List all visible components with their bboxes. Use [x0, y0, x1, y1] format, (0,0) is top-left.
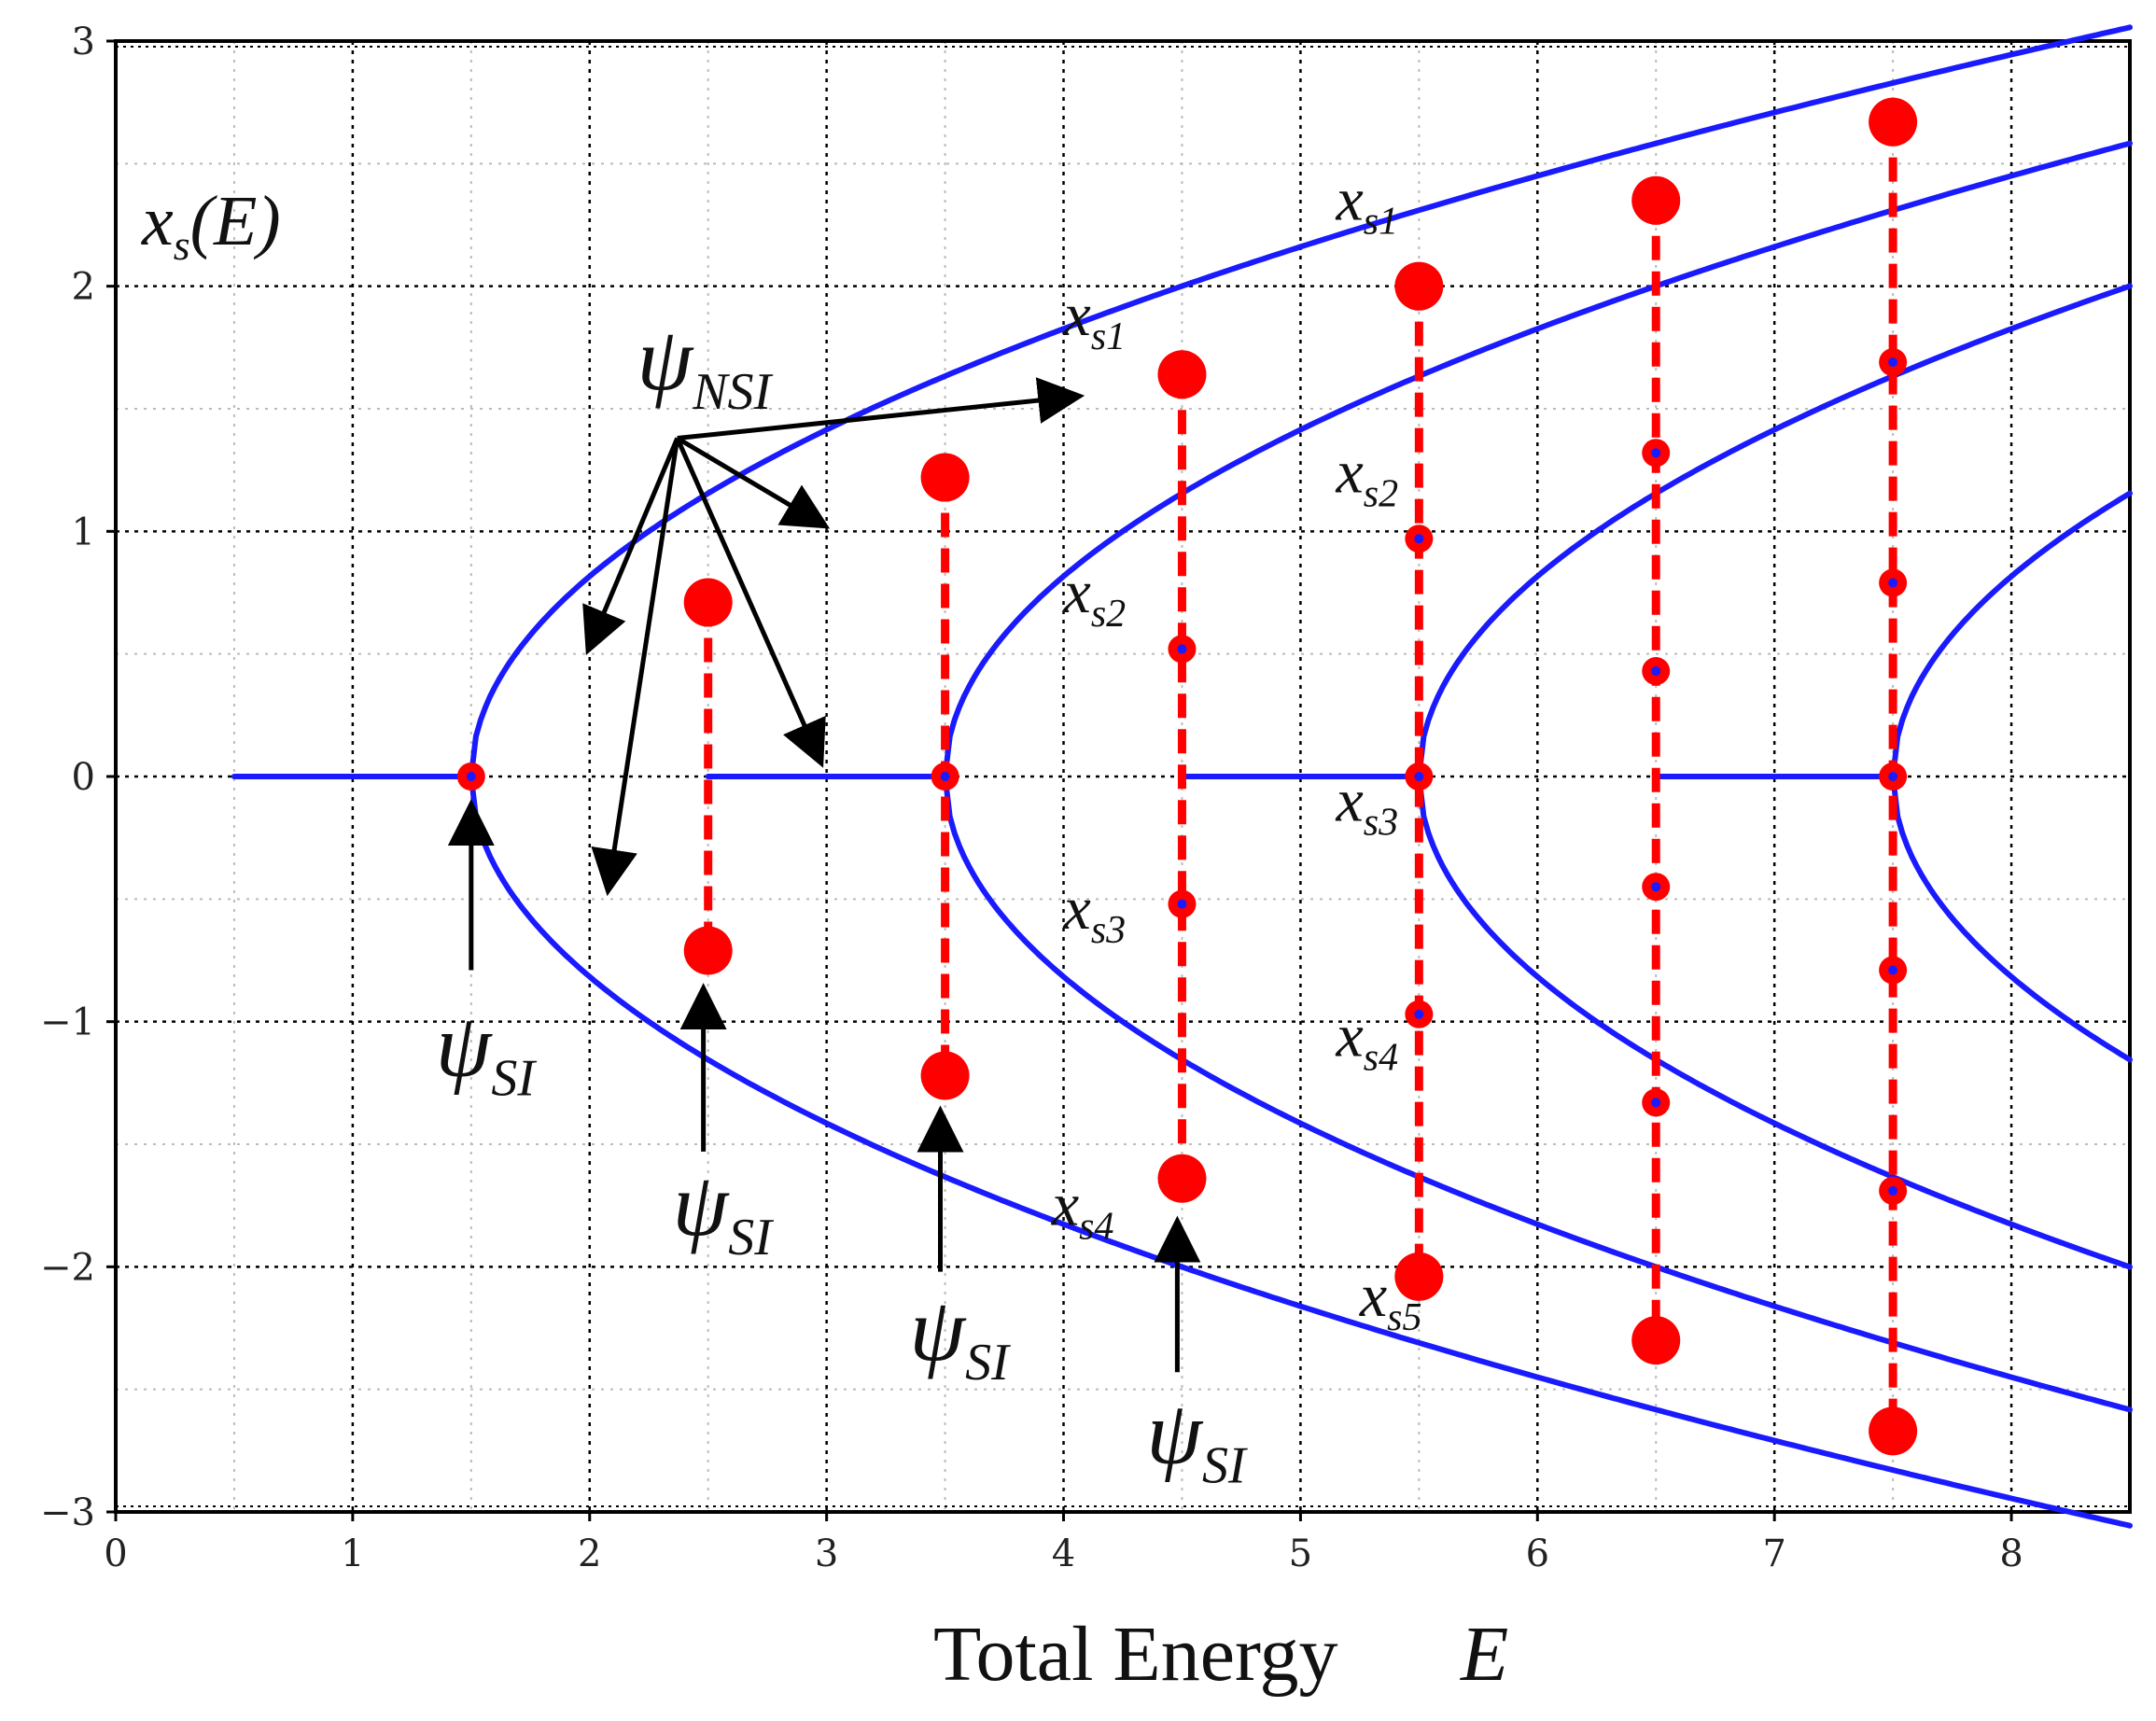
small-marker-dot — [1888, 1185, 1898, 1196]
small-marker-dot — [940, 772, 950, 781]
pitchfork-1-curve — [468, 24, 2133, 779]
large-marker — [920, 453, 970, 502]
pitchfork-1-curve — [468, 774, 2133, 1529]
large-marker — [683, 926, 733, 975]
x-tick-label: 0 — [104, 1532, 127, 1575]
x-tick-label: 1 — [341, 1532, 364, 1575]
y-tick-label: 3 — [72, 21, 95, 63]
x-axis-label: Total Energy — [933, 1611, 1337, 1698]
psi-si-label: ψSI — [673, 1154, 775, 1266]
small-marker-dot — [1177, 644, 1187, 654]
large-marker — [1869, 1406, 1918, 1456]
y-axis-label: xs(E) — [141, 182, 281, 269]
annotations: ψNSI ψSI ψSI ψSI ψSI xs1 xs2 xs3 xs4 xs5 xs1 xs2 xs3… — [436, 166, 1422, 1495]
x-axis-label-variable: E — [1460, 1611, 1508, 1698]
small-marker-dot — [1888, 357, 1898, 368]
small-marker-dot — [1651, 448, 1661, 458]
large-marker — [1394, 261, 1444, 311]
psi-si-label: ψSI — [910, 1280, 1012, 1392]
axes: 0 1 2 3 4 5 6 7 8 −3 −2 −1 0 1 2 3 — [40, 21, 2132, 1575]
small-marker-dot — [1888, 578, 1898, 588]
small-marker-dot — [1888, 772, 1898, 781]
x-tick-label: 8 — [1999, 1532, 2023, 1575]
xs-label: xs3 — [1335, 766, 1398, 844]
x-tick-label: 3 — [815, 1532, 838, 1575]
pitchfork-4-curve — [1890, 774, 2133, 1063]
annotation-arrow — [677, 377, 1085, 441]
small-marker-dot — [1888, 965, 1898, 975]
large-marker — [1631, 1316, 1681, 1365]
large-marker — [1157, 350, 1207, 399]
annotation-arrow — [591, 438, 680, 897]
small-marker-dot — [466, 772, 476, 781]
y-tick-label: −1 — [40, 1001, 95, 1044]
y-tick-label: 2 — [72, 266, 95, 309]
pitchfork-3-curve — [1416, 774, 2133, 1270]
small-marker-dot — [1414, 534, 1424, 544]
x-tick-label: 2 — [578, 1532, 601, 1575]
pitchfork-4-curve — [1890, 490, 2133, 779]
pitchfork-2-curve — [942, 140, 2133, 779]
x-tick-label: 4 — [1052, 1532, 1075, 1575]
xs-label: xs3 — [1063, 874, 1127, 952]
x-tick-label: 6 — [1526, 1532, 1549, 1575]
xs-label: xs4 — [1051, 1171, 1114, 1249]
pitchfork-2-curve — [942, 774, 2133, 1413]
curves — [231, 24, 2133, 1529]
large-marker — [920, 1051, 970, 1100]
large-marker — [683, 578, 733, 627]
xs-label: xs4 — [1335, 1001, 1398, 1079]
xs-label: xs1 — [1063, 281, 1127, 358]
y-tick-label: 1 — [72, 511, 95, 553]
large-marker — [1157, 1154, 1207, 1203]
xs-label: xs2 — [1335, 438, 1398, 515]
markers — [456, 97, 1918, 1456]
xs-label: xs5 — [1359, 1262, 1422, 1339]
large-marker — [1631, 175, 1681, 225]
y-tick-label: 0 — [72, 756, 95, 799]
pitchfork-3-curve — [1416, 283, 2133, 779]
large-marker — [1869, 97, 1918, 147]
x-tick-label: 7 — [1762, 1532, 1785, 1575]
annotation-arrow — [675, 437, 826, 768]
annotation-arrow — [676, 436, 831, 529]
small-marker-dot — [1651, 666, 1661, 677]
small-marker-dot — [1651, 882, 1661, 892]
x-tick-label: 5 — [1289, 1532, 1312, 1575]
small-marker-dot — [1414, 1009, 1424, 1019]
small-marker-dot — [1414, 772, 1424, 781]
xs-label: xs1 — [1335, 166, 1398, 244]
small-marker-dot — [1177, 899, 1187, 909]
y-tick-label: −2 — [40, 1246, 95, 1289]
y-tick-label: −3 — [40, 1491, 95, 1534]
psi-nsi-label: ψNSI — [637, 309, 774, 421]
xs-label: xs2 — [1063, 558, 1127, 636]
psi-si-label: ψSI — [436, 995, 538, 1107]
psi-si-label: ψSI — [1146, 1382, 1248, 1494]
annotation-arrow — [582, 437, 680, 656]
small-marker-dot — [1651, 1098, 1661, 1108]
large-marker — [1394, 1252, 1444, 1301]
